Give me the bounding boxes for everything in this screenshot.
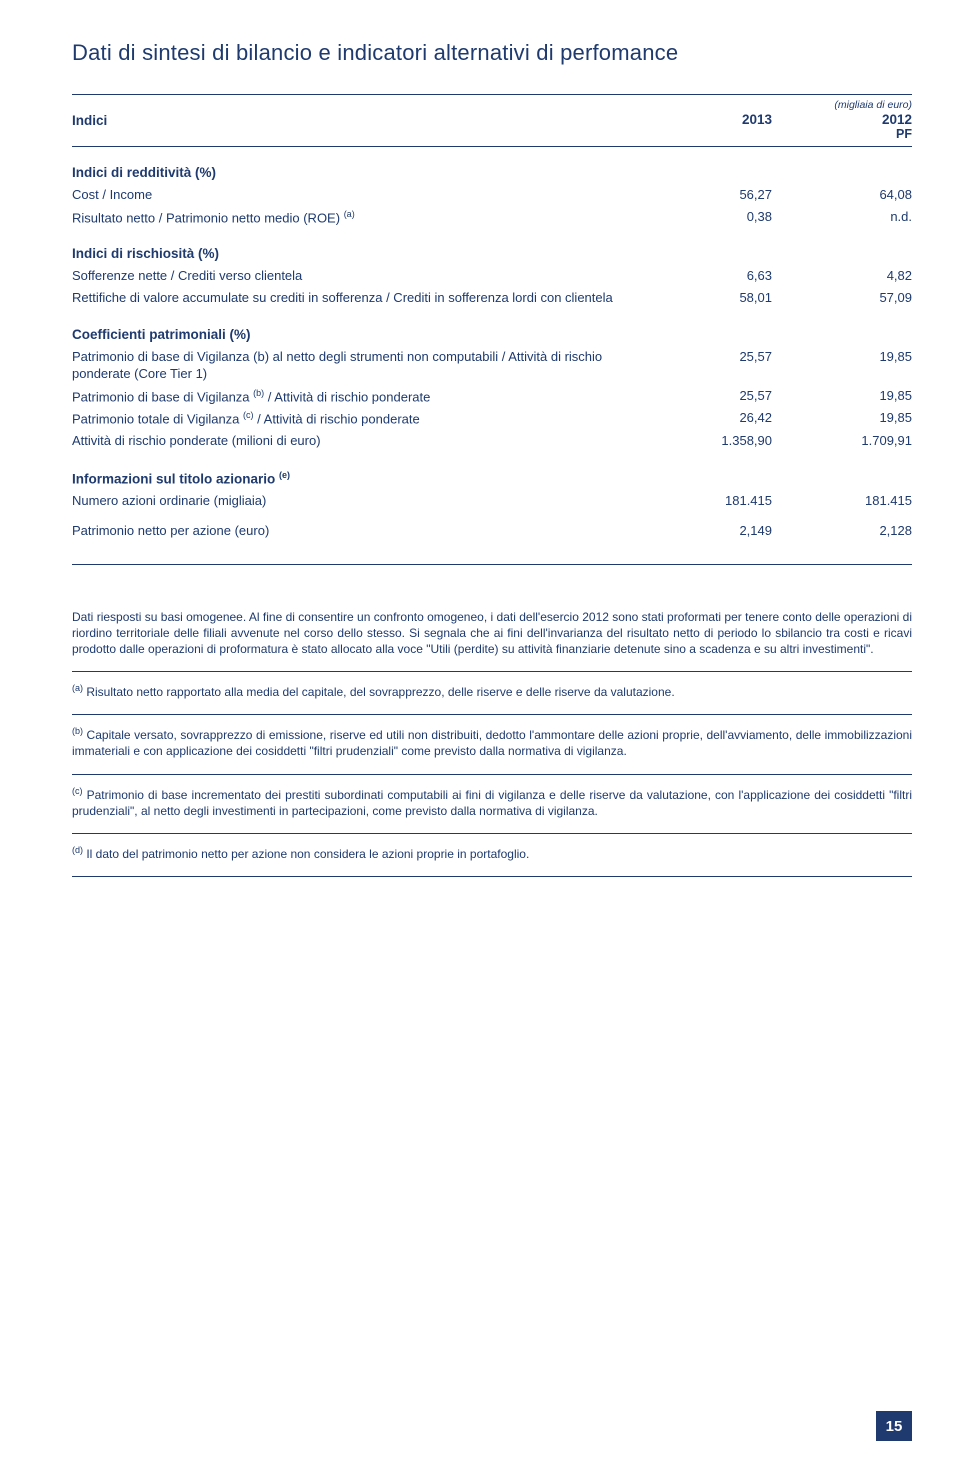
footnote-bottom-rule [72, 876, 912, 877]
footnote-c: (c) Patrimonio di base incrementato dei … [72, 785, 912, 819]
row-value-2013: 181.415 [632, 492, 772, 510]
table-row: Patrimonio netto per azione (euro) 2,149… [72, 520, 912, 542]
row-value-2012: 181.415 [772, 492, 912, 510]
row-value-2013: 56,27 [632, 186, 772, 204]
table-row: Cost / Income 56,27 64,08 [72, 184, 912, 206]
footnote-divider [72, 671, 912, 672]
table-row: Risultato netto / Patrimonio netto medio… [72, 206, 912, 229]
row-label: Sofferenze nette / Crediti verso cliente… [72, 267, 632, 285]
row-label: Rettifiche di valore accumulate su credi… [72, 289, 632, 307]
row-label: Patrimonio di base di Vigilanza (b) al n… [72, 348, 632, 383]
footnote-general: Dati riesposti su basi omogenee. Al fine… [72, 609, 912, 658]
row-value-2012: 64,08 [772, 186, 912, 204]
row-label: Numero azioni ordinarie (migliaia) [72, 492, 632, 510]
row-label: Risultato netto / Patrimonio netto medio… [72, 208, 632, 227]
row-value-2013: 2,149 [632, 522, 772, 540]
footnote-divider [72, 774, 912, 775]
row-value-2012: 19,85 [772, 387, 912, 406]
row-label: Patrimonio di base di Vigilanza (b) / At… [72, 387, 632, 406]
row-label: Patrimonio netto per azione (euro) [72, 522, 632, 540]
row-value-2013: 25,57 [632, 387, 772, 406]
header-indici: Indici [72, 99, 632, 142]
row-value-2012: 19,85 [772, 409, 912, 428]
footnote-divider [72, 714, 912, 715]
row-value-2012: 19,85 [772, 348, 912, 383]
section-azionario-title: Informazioni sul titolo azionario (e) [72, 470, 912, 487]
footnote-a: (a) Risultato netto rapportato alla medi… [72, 682, 912, 700]
table-row: Patrimonio di base di Vigilanza (b) al n… [72, 346, 912, 385]
row-value-2013: 0,38 [632, 208, 772, 227]
row-label: Cost / Income [72, 186, 632, 204]
row-value-2012: 4,82 [772, 267, 912, 285]
table-row: Patrimonio totale di Vigilanza (c) / Att… [72, 407, 912, 430]
page-title: Dati di sintesi di bilancio e indicatori… [72, 40, 912, 66]
section-rischiosita-title: Indici di rischiosità (%) [72, 246, 912, 261]
section-coefficienti-title: Coefficienti patrimoniali (%) [72, 327, 912, 342]
page-number-badge: 15 [876, 1411, 912, 1441]
row-value-2012: 2,128 [772, 522, 912, 540]
table-row: Attività di rischio ponderate (milioni d… [72, 430, 912, 452]
row-value-2013: 58,01 [632, 289, 772, 307]
section-redditivita-title: Indici di redditività (%) [72, 165, 912, 180]
row-value-2013: 26,42 [632, 409, 772, 428]
row-value-2012: 1.709,91 [772, 432, 912, 450]
table-row: Numero azioni ordinarie (migliaia) 181.4… [72, 490, 912, 512]
row-value-2013: 6,63 [632, 267, 772, 285]
row-value-2013: 25,57 [632, 348, 772, 383]
row-value-2013: 1.358,90 [632, 432, 772, 450]
footnote-d: (d) Il dato del patrimonio netto per azi… [72, 844, 912, 862]
footnote-b: (b) Capitale versato, sovrapprezzo di em… [72, 725, 912, 759]
row-value-2012: 57,09 [772, 289, 912, 307]
header-col-2013: 2013 [632, 99, 772, 142]
row-value-2012: n.d. [772, 208, 912, 227]
table-row: Patrimonio di base di Vigilanza (b) / At… [72, 385, 912, 408]
table-row: Sofferenze nette / Crediti verso cliente… [72, 265, 912, 287]
table-header: Indici 2013 (migliaia di euro) 2012 PF [72, 94, 912, 147]
row-label: Attività di rischio ponderate (milioni d… [72, 432, 632, 450]
row-label: Patrimonio totale di Vigilanza (c) / Att… [72, 409, 632, 428]
table-bottom-rule [72, 564, 912, 565]
table-row: Rettifiche di valore accumulate su credi… [72, 287, 912, 309]
footnote-divider [72, 833, 912, 834]
header-col-2012: (migliaia di euro) 2012 PF [772, 99, 912, 142]
